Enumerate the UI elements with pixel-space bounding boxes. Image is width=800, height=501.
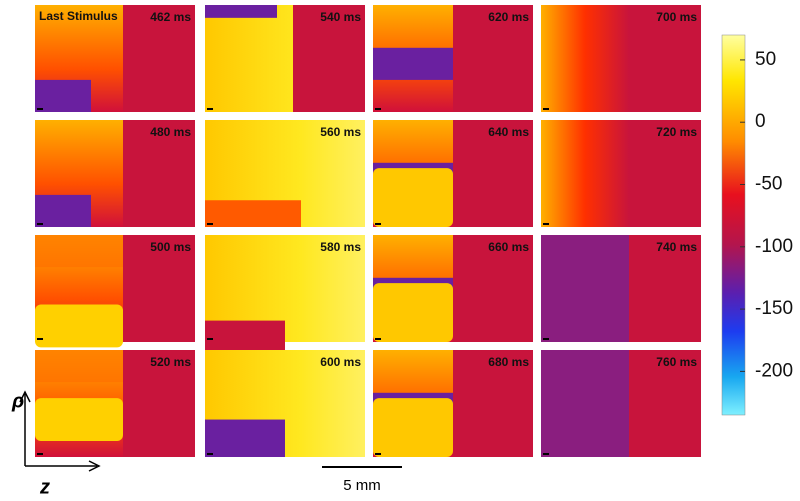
panel-time: 660 ms (488, 240, 529, 254)
panel: 540 ms (205, 5, 365, 112)
panel: 760 ms (541, 350, 701, 457)
field (541, 235, 629, 342)
field (373, 398, 453, 457)
panel-note: Last Stimulus (39, 9, 118, 23)
rho-arrow (19, 390, 31, 403)
colorbar-tick-label: -50 (755, 174, 782, 195)
rho-label: ρ (11, 390, 24, 412)
panel: 580 ms (205, 235, 365, 359)
panel: 480 ms (35, 120, 195, 227)
panel-time: 580 ms (320, 240, 361, 254)
panel: 660 ms (373, 235, 533, 342)
panel: 740 ms (541, 235, 701, 342)
panel: 520 ms (35, 350, 195, 457)
panel-time: 680 ms (488, 355, 529, 369)
panel-time: 480 ms (150, 125, 191, 139)
field (541, 350, 629, 457)
field (205, 419, 285, 457)
panel: 600 ms (205, 350, 365, 457)
panel: 620 ms (373, 5, 533, 112)
field (541, 5, 629, 112)
panel-time: 620 ms (488, 10, 529, 24)
panel-time: 500 ms (150, 240, 191, 254)
panel-time: 720 ms (656, 125, 697, 139)
colorbar-tick-label: -200 (755, 360, 793, 381)
colorbar-tick-label: 50 (755, 49, 776, 70)
field (205, 5, 277, 18)
panel-time: 540 ms (320, 10, 361, 24)
panel-time: 520 ms (150, 355, 191, 369)
field (373, 168, 453, 227)
panel: 680 ms (373, 350, 533, 457)
colorbar-tick-label: 0 (755, 111, 766, 132)
field (35, 194, 91, 227)
panel: 640 ms (373, 120, 533, 227)
field (541, 120, 629, 227)
field (35, 235, 123, 268)
panel-time: 600 ms (320, 355, 361, 369)
colorbar-ticks: 50 0 -50 -100 -150 -200 (740, 49, 793, 381)
panel-time: 740 ms (656, 240, 697, 254)
panel: 560 ms (205, 120, 365, 227)
panels: Last Stimulus 462 ms 540 ms 620 ms 700 ms 480… (35, 5, 701, 457)
field (205, 200, 301, 227)
panel-time: 760 ms (656, 355, 697, 369)
field (373, 47, 453, 80)
panel: 500 ms (35, 235, 195, 348)
colorbar-tick-label: -150 (755, 298, 793, 319)
panel-time: 560 ms (320, 125, 361, 139)
panel-time: 462 ms (150, 10, 191, 24)
z-label: z (39, 476, 50, 498)
colorbar (721, 34, 746, 416)
colorbar-tick-label: -100 (755, 236, 793, 257)
field (35, 398, 123, 441)
field (35, 350, 123, 383)
panel: Last Stimulus 462 ms (35, 5, 195, 112)
field (35, 304, 123, 348)
z-arrow (88, 460, 101, 472)
field (35, 79, 91, 112)
scale-bar-label: 5 mm (343, 477, 381, 494)
panel-time: 640 ms (488, 125, 529, 139)
panel: 700 ms (541, 5, 701, 112)
field (293, 5, 365, 112)
panel: 720 ms (541, 120, 701, 227)
field (373, 283, 453, 342)
panel-time: 700 ms (656, 10, 697, 24)
